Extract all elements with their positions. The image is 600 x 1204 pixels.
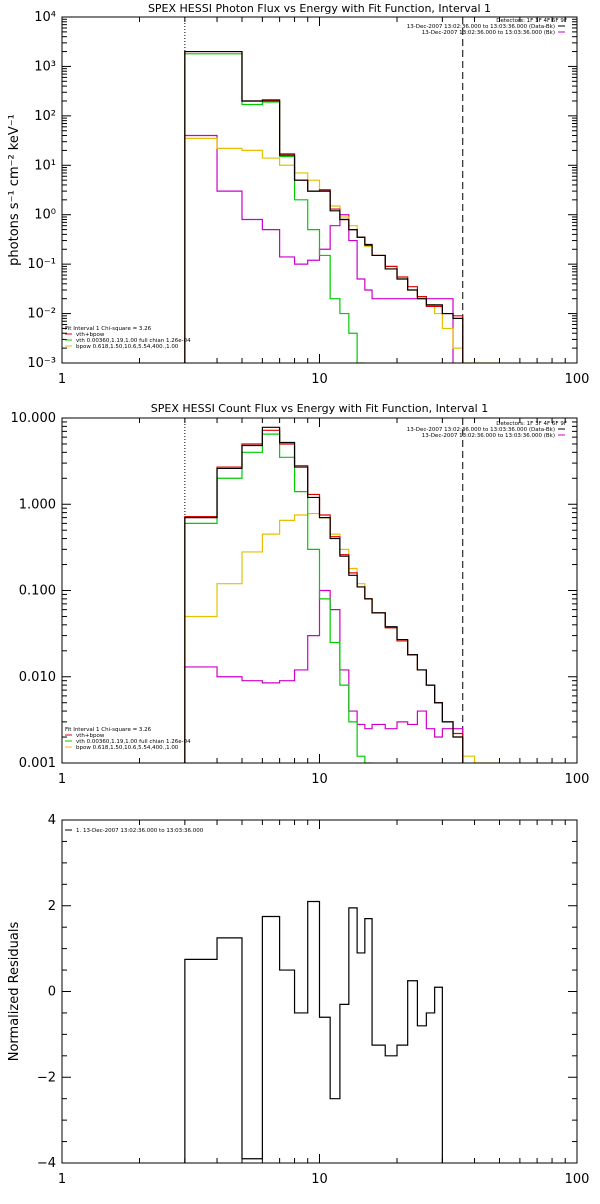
y-tick-label: 10² xyxy=(34,109,56,124)
y-tick-label: 0 xyxy=(48,985,56,1000)
y-tick-label: 10⁻² xyxy=(27,307,56,322)
y-tick-label: 2 xyxy=(48,899,56,914)
y-tick-label: 10⁻¹ xyxy=(27,257,56,272)
x-tick-label: 10 xyxy=(311,772,328,787)
series-vth-bpow-line xyxy=(185,430,463,763)
x-tick-label: 100 xyxy=(565,772,590,787)
y-tick-label: 10.000 xyxy=(11,411,57,426)
legend-entry: bpow 0.618,1.50,10.6,5.54,400.,1.00 xyxy=(76,745,179,751)
y-tick-label: 0.010 xyxy=(19,670,56,685)
series-vth-line xyxy=(185,434,372,763)
y-tick-label: −4 xyxy=(37,1156,56,1171)
series-bpow-line xyxy=(185,514,500,763)
residuals-panel: Normalized Residuals 1 10 100 −4 −2 0 2 4 1. 13-D… xyxy=(7,813,589,1187)
x-tick-label: 100 xyxy=(565,1172,590,1187)
y-tick-label: 10¹ xyxy=(34,158,56,173)
y-tick-label: 10⁰ xyxy=(34,208,56,223)
y-axis-label: photons s⁻¹ cm⁻² keV⁻¹ xyxy=(7,114,22,266)
chart-title: SPEX HESSI Photon Flux vs Energy with Fi… xyxy=(148,2,491,15)
y-tick-label: −2 xyxy=(37,1070,56,1085)
series-data-bk-line xyxy=(185,52,463,363)
count-flux-panel: SPEX HESSI Count Flux vs Energy with Fit… xyxy=(11,402,590,787)
spex-hessi-figure: SPEX HESSI Photon Flux vs Energy with Fi… xyxy=(0,0,600,1200)
y-tick-label: 10⁴ xyxy=(34,10,56,25)
y-tick-label: 10³ xyxy=(34,59,56,74)
series-data-bk-line xyxy=(185,427,463,763)
y-tick-label: 1.000 xyxy=(19,497,56,512)
x-tick-label: 1 xyxy=(58,1172,66,1187)
y-tick-label: 0.100 xyxy=(19,584,56,599)
info-line: 13-Dec-2007 13:02:36.000 to 13:03:36.000… xyxy=(422,433,555,439)
x-tick-label: 1 xyxy=(58,772,66,787)
chart-title: SPEX HESSI Count Flux vs Energy with Fit… xyxy=(151,402,488,415)
info-line: 13-Dec-2007 13:02:36.000 to 13:03:36.000… xyxy=(422,30,555,36)
y-tick-label: 4 xyxy=(48,813,56,828)
series-bk-line xyxy=(185,591,463,764)
series-bpow-line xyxy=(185,138,500,363)
series-vth-bpow-line xyxy=(185,52,463,363)
x-tick-label: 100 xyxy=(565,372,590,387)
photon-flux-panel: SPEX HESSI Photon Flux vs Energy with Fi… xyxy=(7,2,589,387)
legend-entry: bpow 0.618,1.50,10.6,5.54,400.,1.00 xyxy=(76,344,179,350)
x-tick-label: 1 xyxy=(58,372,66,387)
x-tick-label: 10 xyxy=(311,372,328,387)
y-axis-label: Normalized Residuals xyxy=(7,922,22,1062)
x-tick-label: 10 xyxy=(311,1172,328,1187)
legend-entry: 1. 13-Dec-2007 13:02:36.000 to 13:03:36.… xyxy=(76,828,204,834)
series-residuals-line xyxy=(185,901,443,1163)
y-tick-label: 10⁻³ xyxy=(27,356,56,371)
y-tick-label: 0.001 xyxy=(19,756,56,771)
